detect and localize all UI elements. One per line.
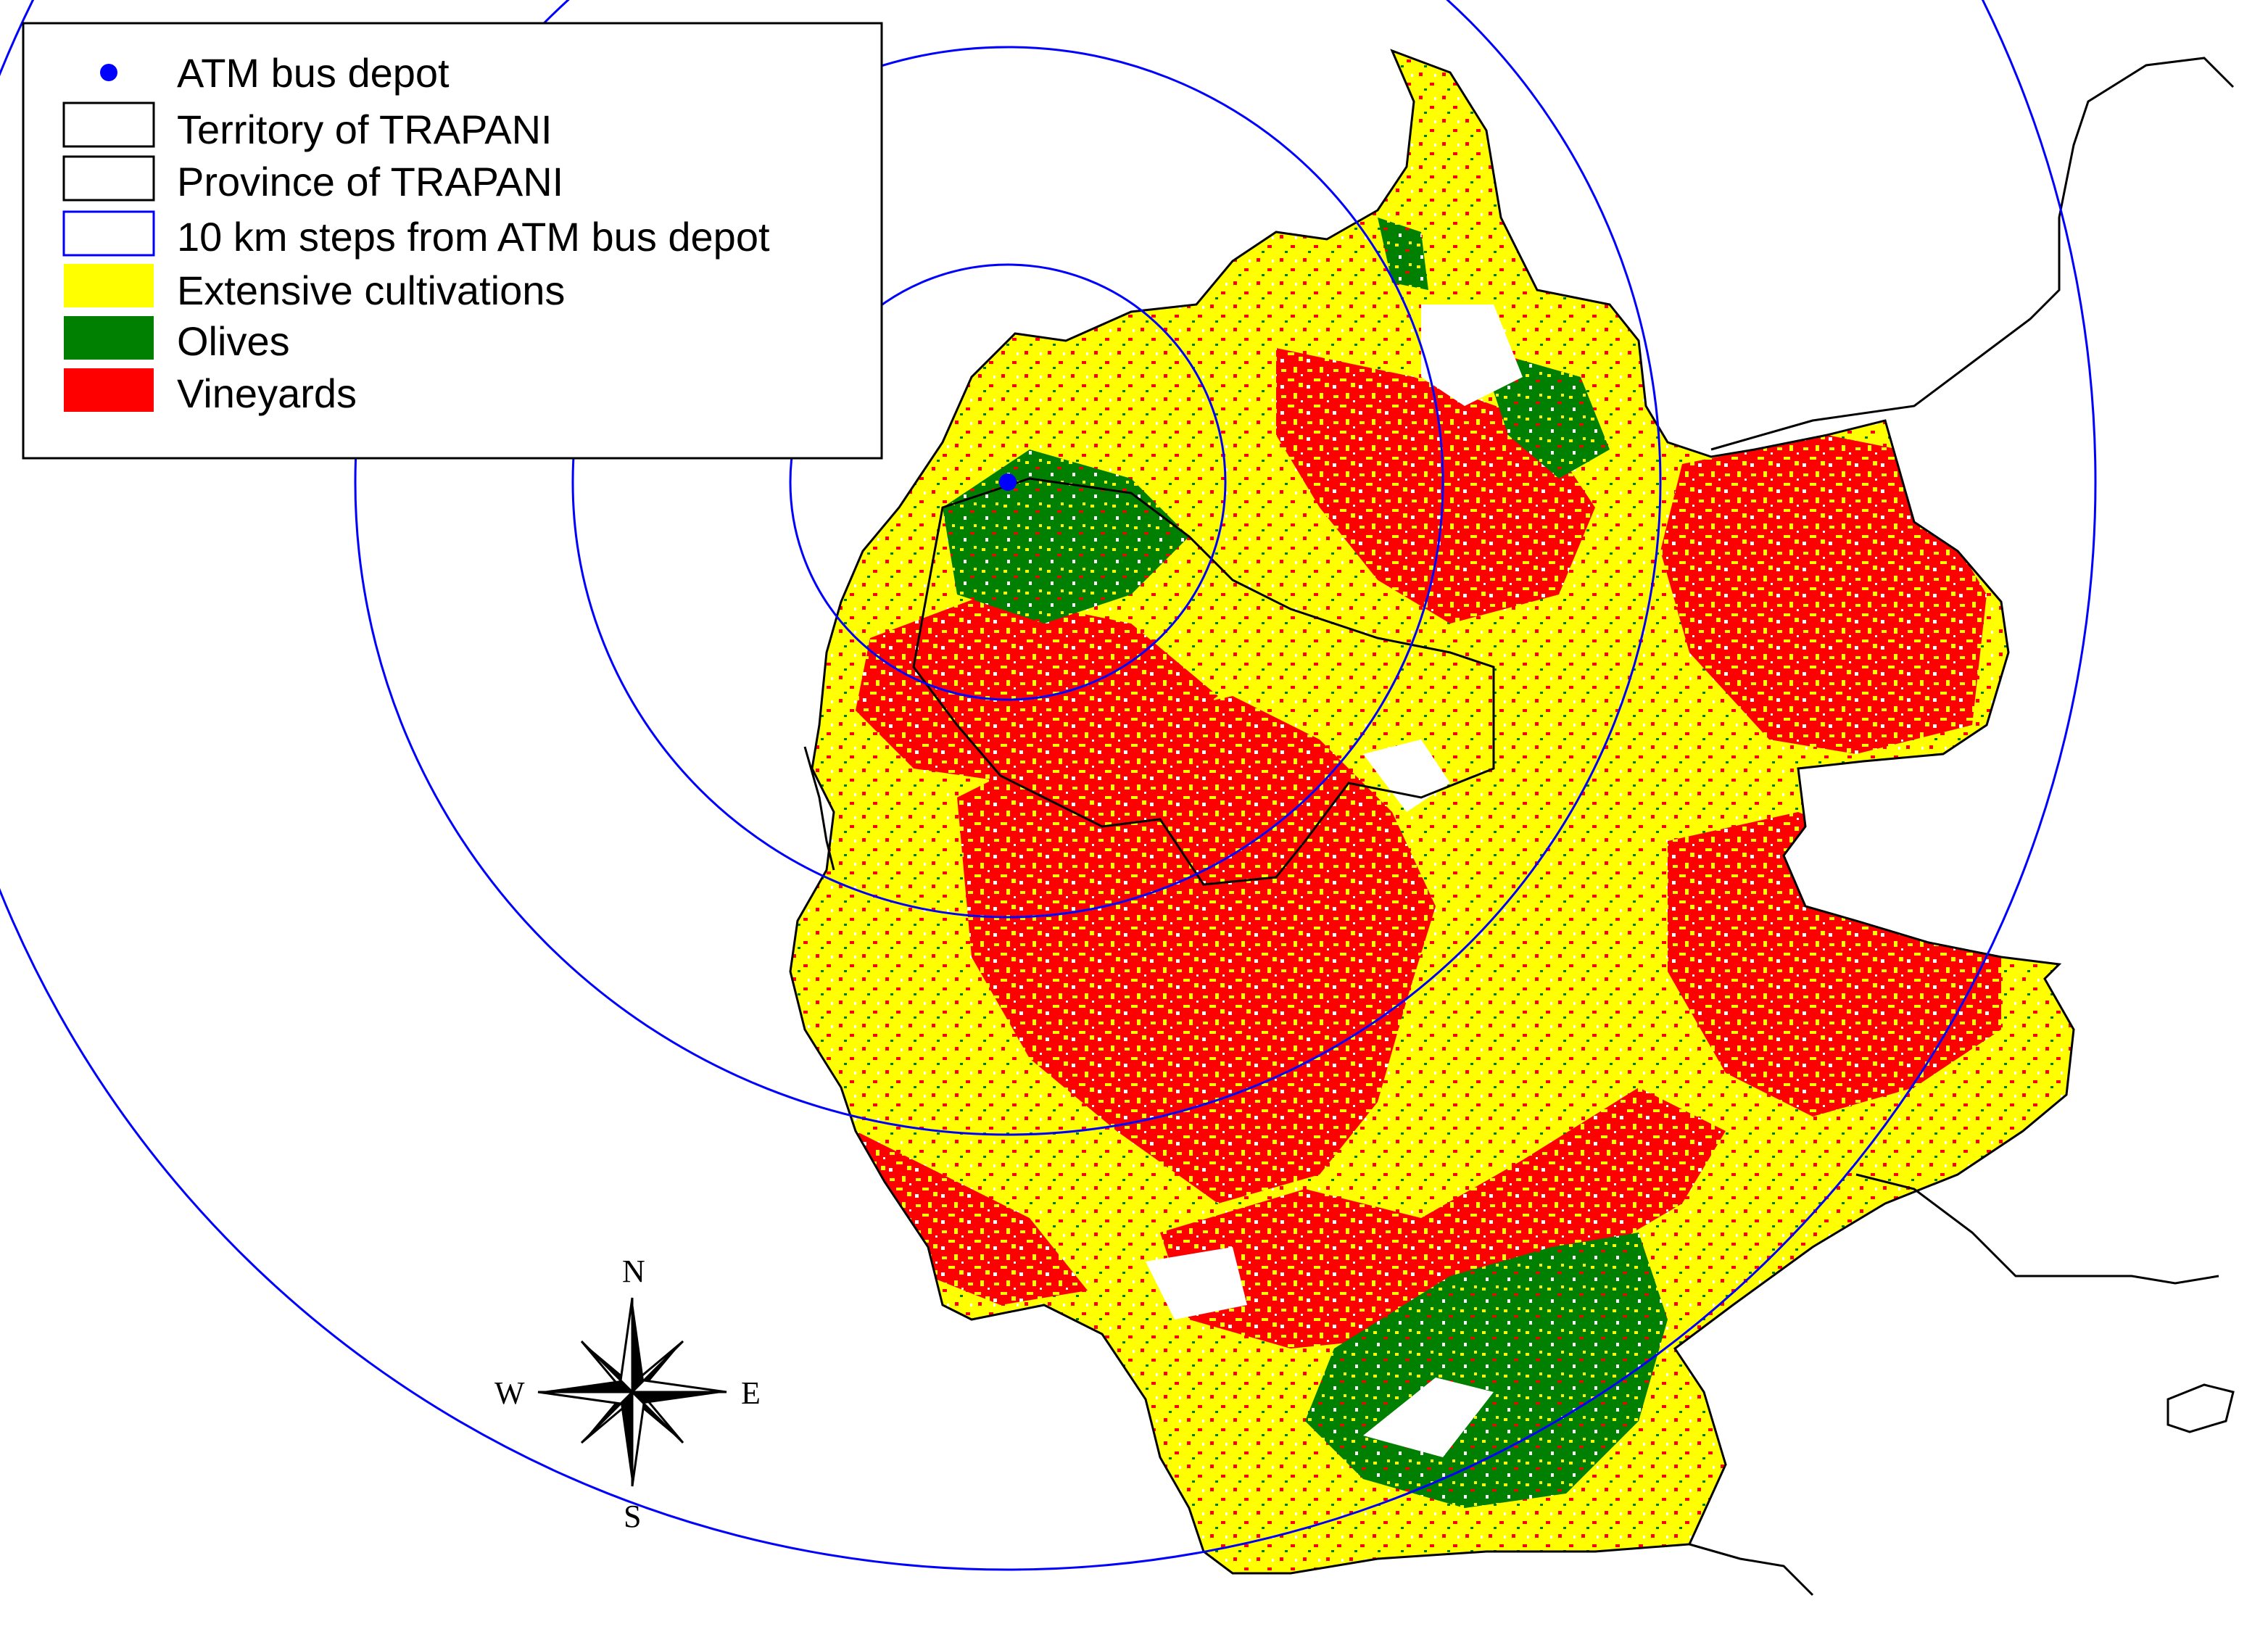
vineyard-area-west — [856, 595, 1218, 783]
compass-rose: N S E W — [494, 1254, 761, 1534]
uncultivated-area-southeast — [1363, 1378, 1494, 1457]
ring-10km — [789, 263, 1227, 701]
compass-west-label: W — [494, 1375, 525, 1411]
ring-40km — [0, 0, 2097, 1571]
legend-label-olives: Olives — [177, 318, 290, 364]
legend-extensive-symbol — [64, 264, 154, 307]
legend-label-rings: 10 km steps from ATM bus depot — [177, 214, 770, 260]
legend-rings-symbol — [62, 210, 155, 257]
coastline-east — [1710, 57, 2235, 451]
distance-rings — [0, 0, 2097, 1571]
legend-vineyards-symbol — [64, 368, 154, 412]
atm-bus-depot-marker — [999, 473, 1017, 491]
vineyard-area-east — [1660, 435, 1987, 754]
ring-20km — [571, 46, 1444, 919]
coastline-south — [1689, 1543, 1814, 1596]
coastline-west-islets — [803, 746, 835, 871]
compass-east-label: E — [741, 1375, 761, 1411]
compass-south-label: S — [624, 1499, 641, 1534]
vineyard-area-central — [957, 696, 1436, 1204]
coastline-southeast — [1855, 1173, 2219, 1285]
legend-label-vineyards: Vineyards — [177, 370, 357, 416]
island-small — [2166, 1383, 2235, 1433]
olive-grove-north — [1378, 218, 1428, 290]
legend-label-depot: ATM bus depot — [177, 50, 450, 96]
legend-olives-symbol — [64, 316, 154, 360]
legend-label-province: Province of TRAPANI — [177, 159, 563, 204]
legend-territory-symbol — [62, 102, 155, 148]
legend-province-symbol — [62, 155, 155, 202]
legend-label-extensive: Extensive cultivations — [177, 268, 565, 313]
compass-north-label: N — [622, 1254, 645, 1289]
legend: ATM bus depot Territory of TRAPANI Provi… — [22, 22, 883, 460]
legend-frame — [22, 22, 883, 460]
province-boundary — [789, 49, 2075, 1575]
uncultivated-area-south — [1146, 1247, 1247, 1320]
compass-star-icon — [537, 1297, 727, 1487]
vineyard-area-south — [1160, 1088, 1726, 1349]
ring-30km — [354, 0, 1662, 1136]
legend-label-territory: Territory of TRAPANI — [177, 107, 552, 152]
province-landmass — [790, 51, 2074, 1573]
legend-depot-symbol — [100, 64, 117, 81]
uncultivated-area-north — [1421, 305, 1523, 406]
